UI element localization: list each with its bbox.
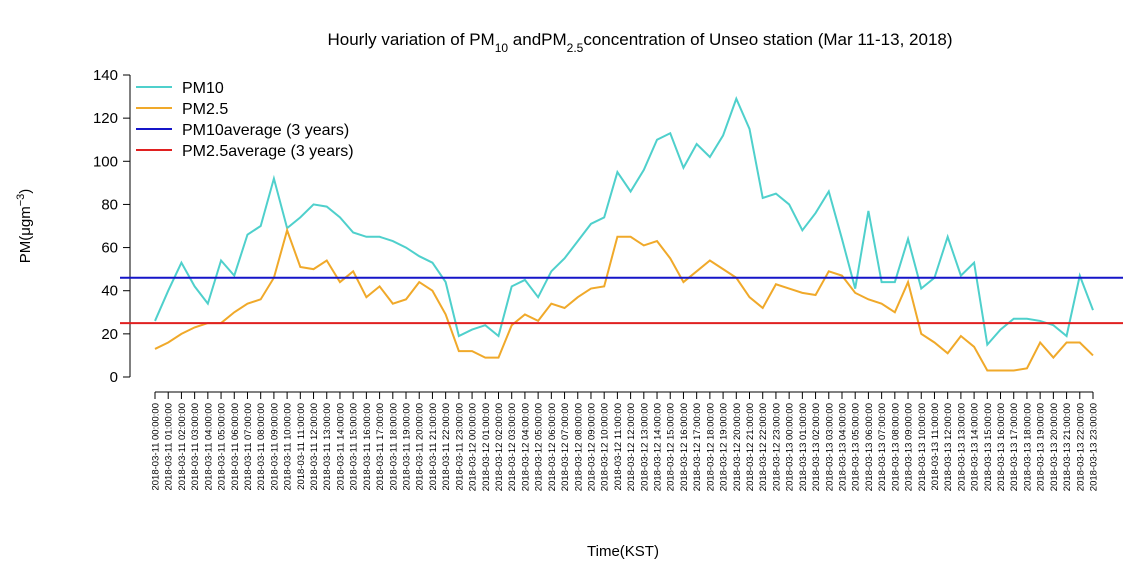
x-tick-label: 2018-03-12 07:00:00 bbox=[560, 403, 571, 491]
y-tick-label: 80 bbox=[101, 196, 118, 213]
x-tick-label: 2018-03-12 14:00:00 bbox=[653, 403, 664, 491]
x-tick-label: 2018-03-11 03:00:00 bbox=[190, 403, 201, 491]
x-tick-label: 2018-03-12 05:00:00 bbox=[534, 403, 545, 491]
x-tick-label: 2018-03-13 11:00:00 bbox=[930, 403, 941, 491]
x-tick-label: 2018-03-13 18:00:00 bbox=[1022, 403, 1033, 491]
x-tick-label: 2018-03-13 10:00:00 bbox=[917, 403, 928, 491]
x-tick-label: 2018-03-12 20:00:00 bbox=[732, 403, 743, 491]
title-subscript: 10 bbox=[495, 41, 509, 55]
x-tick-label: 2018-03-11 10:00:00 bbox=[283, 403, 294, 491]
x-tick-label: 2018-03-12 09:00:00 bbox=[586, 403, 597, 491]
legend-label: PM10average (3 years) bbox=[182, 122, 349, 139]
title-text: Hourly variation of PM bbox=[327, 30, 494, 49]
series-line bbox=[154, 227, 1094, 372]
y-tick-label: 120 bbox=[93, 110, 118, 127]
y-tick-label: 40 bbox=[101, 283, 118, 300]
x-tick-label: 2018-03-13 12:00:00 bbox=[943, 403, 954, 491]
x-tick-label: 2018-03-13 14:00:00 bbox=[970, 403, 981, 491]
y-label-text: ) bbox=[17, 189, 34, 194]
chart-title: Hourly variation of PM10 andPM2.5concent… bbox=[327, 30, 952, 55]
y-tick-label: 100 bbox=[93, 153, 118, 170]
legend-label: PM2.5 bbox=[182, 101, 228, 118]
y-tick-label: 20 bbox=[101, 326, 118, 343]
x-tick-label: 2018-03-12 12:00:00 bbox=[626, 403, 637, 491]
x-tick-label: 2018-03-13 02:00:00 bbox=[811, 403, 822, 491]
x-tick-label: 2018-03-11 17:00:00 bbox=[375, 403, 386, 491]
title-text: concentration of Unseo station (Mar 11-1… bbox=[583, 30, 952, 49]
x-tick-label: 2018-03-11 14:00:00 bbox=[335, 403, 346, 491]
y-label-superscript: −3 bbox=[15, 194, 27, 207]
x-tick-label: 2018-03-11 01:00:00 bbox=[164, 403, 175, 491]
x-tick-label: 2018-03-13 01:00:00 bbox=[798, 403, 809, 491]
x-tick-label: 2018-03-11 06:00:00 bbox=[230, 403, 241, 491]
x-tick-label: 2018-03-13 03:00:00 bbox=[824, 403, 835, 491]
x-tick-label: 2018-03-11 12:00:00 bbox=[309, 403, 320, 491]
x-tick-label: 2018-03-13 00:00:00 bbox=[785, 403, 796, 491]
y-tick-label: 60 bbox=[101, 240, 118, 257]
x-tick-label: 2018-03-13 09:00:00 bbox=[904, 403, 915, 491]
x-tick-label: 2018-03-13 21:00:00 bbox=[1062, 403, 1073, 491]
x-tick-label: 2018-03-13 19:00:00 bbox=[1036, 403, 1047, 491]
x-tick-label: 2018-03-13 23:00:00 bbox=[1089, 403, 1100, 491]
x-tick-label: 2018-03-12 18:00:00 bbox=[705, 403, 716, 491]
x-tick-label: 2018-03-12 13:00:00 bbox=[639, 403, 650, 491]
x-tick-label: 2018-03-12 04:00:00 bbox=[520, 403, 531, 491]
x-tick-label: 2018-03-12 19:00:00 bbox=[719, 403, 730, 491]
x-tick-label: 2018-03-11 00:00:00 bbox=[151, 403, 162, 491]
x-tick-label: 2018-03-13 15:00:00 bbox=[983, 403, 994, 491]
x-tick-label: 2018-03-13 08:00:00 bbox=[890, 403, 901, 491]
x-tick-label: 2018-03-12 23:00:00 bbox=[771, 403, 782, 491]
x-tick-label: 2018-03-11 09:00:00 bbox=[269, 403, 280, 491]
x-tick-label: 2018-03-11 05:00:00 bbox=[217, 403, 228, 491]
legend-label: PM2.5average (3 years) bbox=[182, 143, 354, 160]
x-axis-label: Time(KST) bbox=[587, 543, 659, 560]
x-tick-label: 2018-03-13 07:00:00 bbox=[877, 403, 888, 491]
x-tick-label: 2018-03-11 21:00:00 bbox=[428, 403, 439, 491]
x-tick-label: 2018-03-12 02:00:00 bbox=[494, 403, 505, 491]
x-tick-label: 2018-03-11 08:00:00 bbox=[256, 403, 267, 491]
legend-label: PM10 bbox=[182, 80, 224, 97]
x-tick-label: 2018-03-13 13:00:00 bbox=[956, 403, 967, 491]
y-label-text: PM(μgm bbox=[17, 206, 34, 263]
x-tick-label: 2018-03-13 20:00:00 bbox=[1049, 403, 1060, 491]
x-tick-label: 2018-03-13 16:00:00 bbox=[996, 403, 1007, 491]
x-tick-label: 2018-03-11 13:00:00 bbox=[322, 403, 333, 491]
x-tick-label: 2018-03-13 17:00:00 bbox=[1009, 403, 1020, 491]
x-tick-label: 2018-03-11 11:00:00 bbox=[296, 403, 307, 490]
y-tick-label: 0 bbox=[110, 369, 118, 386]
x-tick-label: 2018-03-13 04:00:00 bbox=[837, 403, 848, 491]
title-subscript: 2.5 bbox=[567, 41, 584, 55]
x-tick-label: 2018-03-13 05:00:00 bbox=[851, 403, 862, 491]
x-tick-label: 2018-03-13 06:00:00 bbox=[864, 403, 875, 491]
x-tick-label: 2018-03-11 15:00:00 bbox=[349, 403, 360, 491]
x-tick-label: 2018-03-11 02:00:00 bbox=[177, 403, 188, 491]
x-tick-label: 2018-03-12 22:00:00 bbox=[758, 403, 769, 491]
x-tick-label: 2018-03-12 17:00:00 bbox=[692, 403, 703, 491]
y-axis-label: PM(μgm−3) bbox=[15, 189, 34, 264]
x-tick-label: 2018-03-12 01:00:00 bbox=[481, 403, 492, 491]
x-tick-label: 2018-03-12 10:00:00 bbox=[600, 403, 611, 491]
series-line bbox=[154, 96, 1094, 347]
x-tick-label: 2018-03-11 23:00:00 bbox=[454, 403, 465, 491]
x-tick-label: 2018-03-11 22:00:00 bbox=[441, 403, 452, 491]
x-tick-label: 2018-03-12 03:00:00 bbox=[507, 403, 518, 491]
x-tick-label: 2018-03-12 16:00:00 bbox=[679, 403, 690, 491]
x-tick-label: 2018-03-11 20:00:00 bbox=[415, 403, 426, 491]
x-tick-label: 2018-03-12 08:00:00 bbox=[573, 403, 584, 491]
title-text: andPM bbox=[508, 30, 567, 49]
x-tick-label: 2018-03-11 04:00:00 bbox=[203, 403, 214, 491]
x-tick-label: 2018-03-12 06:00:00 bbox=[547, 403, 558, 491]
x-tick-label: 2018-03-11 18:00:00 bbox=[388, 403, 399, 491]
x-tick-label: 2018-03-13 22:00:00 bbox=[1075, 403, 1086, 491]
y-tick-label: 140 bbox=[93, 67, 118, 84]
x-tick-label: 2018-03-12 11:00:00 bbox=[613, 403, 624, 491]
x-tick-label: 2018-03-11 16:00:00 bbox=[362, 403, 373, 491]
x-tick-label: 2018-03-11 19:00:00 bbox=[402, 403, 413, 491]
x-tick-label: 2018-03-12 00:00:00 bbox=[468, 403, 479, 491]
x-tick-label: 2018-03-11 07:00:00 bbox=[243, 403, 254, 491]
x-tick-label: 2018-03-12 21:00:00 bbox=[745, 403, 756, 491]
x-tick-label: 2018-03-12 15:00:00 bbox=[666, 403, 677, 491]
